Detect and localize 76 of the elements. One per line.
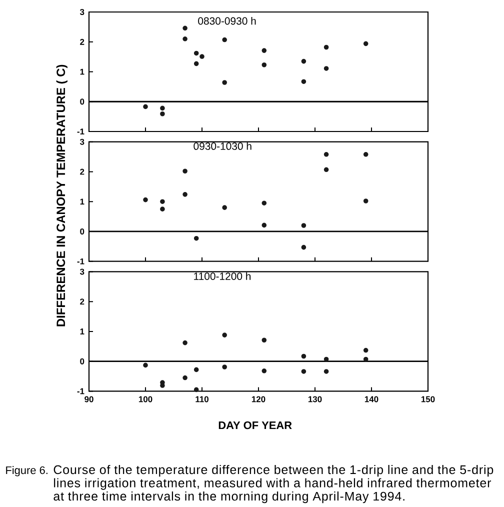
x-tick-label: 100 [138,396,152,402]
point [301,369,306,374]
point [262,200,267,206]
text: Course of the temperature difference between the 1-drip line and the 5-drip lines irrigation treatment, measured with a hand-held infrared thermometer at three time intervals in the morning during April-May 1994. [54,464,494,504]
point [324,369,329,374]
y-tick-label: 0 [80,358,84,364]
point [324,167,329,172]
y-tick-label: 1 [80,198,84,205]
y-tick-label: 0 [80,98,84,105]
y-tick-label: -1 [77,258,84,264]
point [222,332,227,338]
y-axis-title: DIFFERENCE IN CANOPY TEMPERATURE ( C) [56,64,68,326]
y-tick-label: -1 [77,128,84,134]
point [182,26,188,31]
point [363,356,368,362]
point [194,50,199,56]
point [143,104,148,110]
y-tick-label: 3 [80,9,84,16]
point [222,364,227,370]
point [262,338,267,343]
x-tick-label: 110 [196,396,208,402]
y-tick-label: 3 [80,268,84,275]
point [301,79,306,84]
x-tick-label: 140 [364,396,378,402]
point [194,61,199,66]
point [182,168,188,174]
point [301,244,306,250]
y-tick-label: 1 [80,68,84,75]
y-tick-label: 2 [80,38,84,45]
point [301,223,306,228]
y-tick-label: 2 [80,168,84,175]
point [262,222,267,228]
point [194,387,199,392]
point [194,367,199,372]
point [363,41,368,46]
y-tick-label: -1 [77,388,84,394]
x-axis-title: DAY OF YEAR [218,421,292,430]
x-tick-label: 90 [84,396,94,402]
caption: Figure 6. [6,466,48,476]
point [182,192,188,197]
point [182,340,188,346]
point [262,368,267,374]
point [143,197,148,202]
point [182,36,188,42]
x-tick-label: 130 [308,396,322,402]
point [160,111,165,116]
point [222,205,227,210]
point [160,199,165,204]
point [363,152,368,157]
point [324,44,329,50]
chart-title: 1100-1200 h [194,272,251,280]
x-tick-label: 120 [252,396,266,402]
point [194,236,199,241]
point [324,66,329,71]
point [160,106,165,111]
point [363,198,368,204]
y-tick-label: 1 [80,328,84,334]
point [200,54,204,59]
point [143,362,148,368]
x-tick-label: 150 [421,396,435,402]
chart-title: 0930-1030 h [194,142,252,150]
point [262,62,267,68]
point [324,356,329,362]
point [301,58,306,64]
point [222,37,227,42]
point [301,354,306,359]
chart-title: 0830-0930 h [198,17,256,25]
point [222,80,227,85]
y-tick-label: 0 [80,228,84,234]
point [160,206,165,212]
point [262,48,267,53]
point [324,152,329,157]
y-tick-label: 2 [80,298,84,305]
point [182,375,188,380]
point [363,348,368,353]
y-tick-label: 3 [80,138,84,145]
